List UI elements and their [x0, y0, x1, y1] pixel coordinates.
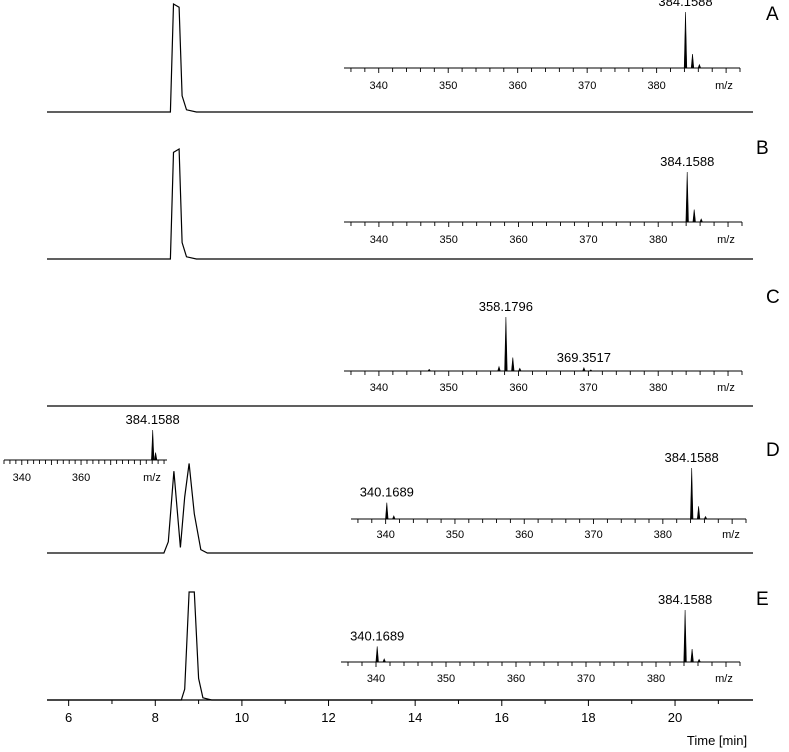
- time-tick-label: 18: [581, 710, 595, 725]
- spectrum-peak: [699, 218, 703, 223]
- spectrum-peak: [518, 367, 522, 372]
- panel-label: C: [766, 287, 780, 308]
- spectrum-tick-label: 380: [647, 673, 665, 685]
- spectrum-unit-label: m/z: [715, 673, 733, 685]
- spectrum-tick-label: 340: [367, 673, 385, 685]
- mass-spectrum-inset: 340 350 360 370 380 m/z 384.1588: [344, 0, 741, 92]
- time-tick-label: 10: [235, 710, 249, 725]
- spectrum-peak: [683, 609, 687, 663]
- spectrum-tick-label: 340: [370, 80, 388, 92]
- spectrum-peak: [427, 368, 432, 372]
- spectrum-peak: [582, 367, 586, 372]
- spectrum-peak: [511, 357, 515, 372]
- panel-b: B 340 350 360 370 380 m/z 384.1588: [47, 138, 769, 260]
- peak-label: 384.1588: [658, 592, 712, 607]
- spectrum-tick-label: 360: [509, 382, 527, 394]
- spectrum-tick-label: 360: [509, 80, 527, 92]
- mass-spectrum-inset: 340 350 360 370 380 m/z 340.1689 384.1588: [341, 592, 741, 685]
- spectrum-tick-label: 370: [578, 80, 596, 92]
- spectrum-unit-label: m/z: [717, 382, 735, 394]
- mass-spectrum-inset: 340 350 360 370 380 m/z 340.1689 384.1588: [351, 450, 747, 541]
- spectrum-tick-label: 360: [509, 234, 527, 246]
- peak-label: 384.1588: [665, 450, 719, 465]
- peak-label: 369.3517: [557, 350, 611, 365]
- panel-e: E 340 350 360 370 380 m/z 340.1689 384.1588: [47, 589, 769, 701]
- mass-spectrum-inset: 340 350 360 370 380 m/z 358.1796 369.3517: [344, 299, 743, 394]
- spectrum-tick-label: 370: [579, 234, 597, 246]
- spectrum-tick-label: 380: [654, 529, 672, 541]
- spectrum-peak: [690, 467, 694, 520]
- spectrum-peak: [697, 63, 702, 69]
- spectrum-tick-label: 380: [649, 234, 667, 246]
- spectrum-tick-label: 360: [72, 472, 90, 484]
- spectrum-peak: [690, 648, 694, 663]
- spectrum-unit-label: m/z: [715, 80, 733, 92]
- spectrum-peak: [392, 515, 396, 520]
- spectrum-unit-label: m/z: [722, 529, 740, 541]
- time-tick-label: 6: [65, 710, 72, 725]
- time-tick-label: 12: [321, 710, 335, 725]
- spectrum-tick-label: 340: [370, 382, 388, 394]
- spectrum-peak: [151, 429, 155, 461]
- spectrum-tick-label: 370: [577, 673, 595, 685]
- peak-label: 340.1689: [360, 485, 414, 500]
- spectrum-peak: [697, 658, 701, 663]
- panel-a: A 340 350 360 370 380 m/z 384.1588: [47, 0, 779, 113]
- panel-label: D: [766, 440, 780, 461]
- mass-spectrum-inset: 340 360 m/z 384.1588: [3, 412, 180, 484]
- spectrum-tick-label: 350: [437, 673, 455, 685]
- time-tick-label: 8: [152, 710, 159, 725]
- spectrum-peak: [692, 209, 696, 223]
- spectrum-tick-label: 360: [515, 529, 533, 541]
- chromatogram-trace: [47, 591, 753, 701]
- spectrum-tick-label: 340: [376, 529, 394, 541]
- peak-label: 384.1588: [660, 154, 714, 169]
- spectrum-tick-label: 340: [13, 472, 31, 484]
- peak-label: 340.1689: [350, 628, 404, 643]
- spectrum-peak: [153, 452, 158, 461]
- spectrum-tick-label: 370: [584, 529, 602, 541]
- time-axis-label: Time [min]: [687, 733, 747, 748]
- spectrum-peak: [696, 506, 701, 520]
- panels: A 340 350 360 370 380 m/z 384.1588 B 340 350 360 370…: [3, 0, 780, 701]
- time-tick-label: 16: [495, 710, 509, 725]
- spectrum-tick-label: 380: [647, 80, 665, 92]
- spectrum-tick-label: 360: [507, 673, 525, 685]
- panel-d: D 340 350 360 370 380 m/z 340.1689 384.1588 340 36…: [3, 412, 780, 554]
- spectrum-tick-label: 370: [579, 382, 597, 394]
- peak-label: 384.1588: [126, 412, 180, 427]
- spectrum-peak: [504, 316, 508, 372]
- spectrum-peak: [703, 515, 708, 520]
- time-tick-label: 14: [408, 710, 422, 725]
- spectrum-tick-label: 350: [439, 80, 457, 92]
- spectrum-tick-label: 380: [649, 382, 667, 394]
- spectrum-tick-label: 340: [370, 234, 388, 246]
- spectrum-peak: [385, 502, 389, 520]
- mass-spectrum-inset: 340 350 360 370 380 m/z 384.1588: [344, 154, 743, 246]
- spectrum-peak: [382, 658, 386, 663]
- time-axis: 6 8 10 12 14 16 18 20 Time [min]: [47, 699, 753, 748]
- chromatogram-trace: [47, 147, 753, 260]
- spectrum-peak: [375, 646, 379, 663]
- spectrum-peak: [497, 365, 501, 372]
- chromatogram-trace: [47, 463, 753, 554]
- spectrum-tick-label: 350: [440, 234, 458, 246]
- peak-label: 384.1588: [658, 0, 712, 9]
- panel-label: E: [756, 589, 769, 610]
- spectrum-peak: [683, 11, 688, 69]
- spectrum-tick-label: 350: [440, 382, 458, 394]
- spectrum-peak: [588, 369, 593, 372]
- spectrum-unit-label: m/z: [143, 472, 161, 484]
- spectrum-tick-label: 350: [446, 529, 464, 541]
- panel-label: B: [756, 138, 769, 159]
- spectrum-peak: [690, 53, 695, 69]
- chromatogram-trace: [47, 2, 753, 113]
- spectrum-peak: [685, 171, 689, 223]
- panel-c: C 340 350 360 370 380 m/z 358.1796 369.3517: [47, 287, 780, 407]
- spectrum-unit-label: m/z: [717, 234, 735, 246]
- time-tick-label: 20: [668, 710, 682, 725]
- panel-label: A: [766, 4, 779, 25]
- peak-label: 358.1796: [479, 299, 533, 314]
